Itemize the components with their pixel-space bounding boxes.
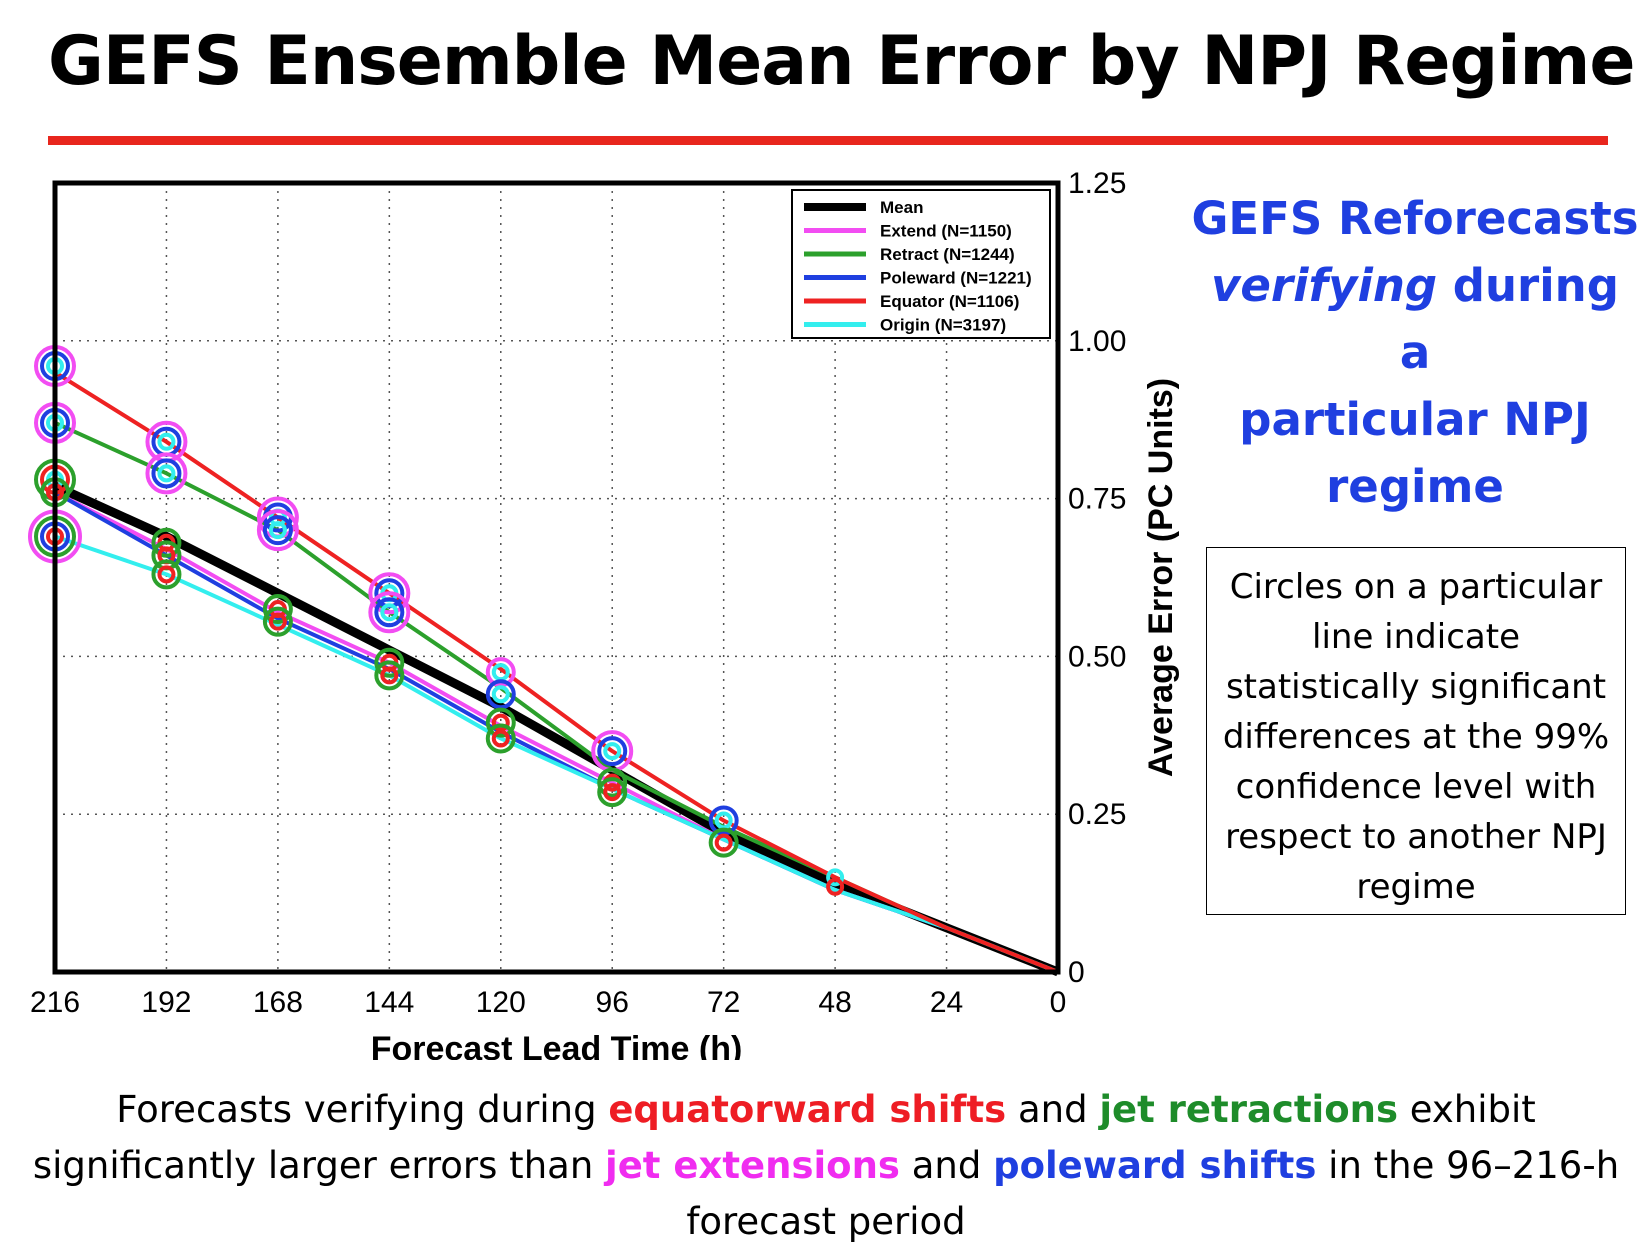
x-tick-label: 24 [930,986,963,1019]
x-tick-label: 48 [818,986,851,1019]
significance-circle [374,597,405,628]
side-heading-verifying: verifying [1211,259,1438,312]
y-tick-label: 1.00 [1068,325,1126,358]
significance-circle [380,666,399,685]
slide-title: GEFS Ensemble Mean Error by NPJ Regime [48,22,1635,101]
series-line-poleward [54,490,1059,974]
significance-circle [485,707,516,738]
significance-circle [368,572,411,615]
summary-part3: and [1006,1088,1100,1131]
y-tick-label: 0 [1068,956,1085,989]
significance-circle [714,833,733,852]
x-tick-label: 96 [596,986,629,1019]
x-tick-label: 168 [253,986,303,1019]
summary-equatorward: equatorward shifts [608,1088,1007,1131]
y-axis-label: Average Error (PC Units) [1142,378,1180,777]
side-heading-line2: verifying during a [1190,252,1640,386]
significance-circle [491,729,510,748]
significance-circle [157,464,176,483]
legend-label: Extend (N=1150) [880,222,1012,241]
significance-circle [485,679,516,710]
significance-circle [145,452,188,495]
significance-circle [262,515,293,546]
summary-poleward: poleward shifts [993,1144,1317,1187]
series-line-extend [54,490,1059,974]
x-tick-label: 120 [476,986,526,1019]
significance-circle [262,606,293,637]
significance-circle [256,509,299,552]
y-tick-label: 0.75 [1068,483,1126,516]
significance-circle [157,565,176,584]
legend-label: Retract (N=1244) [880,245,1015,264]
significance-circle [708,805,739,836]
side-heading-line2-rest: during a [1399,259,1619,379]
summary-extensions: jet extensions [605,1144,900,1187]
summary-part7: and [899,1144,994,1187]
legend-label: Poleward (N=1221) [880,269,1032,288]
legend-label: Mean [880,198,923,217]
series-line-origin [54,534,1059,974]
significance-circle [597,777,628,808]
y-tick-label: 0.50 [1068,640,1126,673]
legend-box [791,189,1051,339]
significance-circle [485,657,516,688]
summary-text: Forecasts verifying during equatorward s… [20,1082,1632,1250]
significance-circle [268,521,287,540]
significance-circle [380,603,399,622]
side-heading-line3: particular NPJ [1239,393,1591,446]
significance-circle [268,612,287,631]
significance-circle [374,647,405,678]
x-tick-label: 72 [707,986,740,1019]
summary-part5: exhibit significantly larger errors than [32,1088,1536,1187]
significance-circle [262,594,293,625]
significance-circle [714,811,733,830]
significance-circle [151,458,182,489]
x-axis-label: Forecast Lead Time (h) [371,1030,743,1060]
y-tick-label: 1.25 [1068,167,1126,200]
significance-circle [826,877,845,896]
significance-circle [603,783,622,802]
x-tick-label: 144 [364,986,414,1019]
significance-circle [368,591,411,634]
summary-part9: in the 96–216-h forecast period [686,1144,1620,1243]
plot-frame [52,180,1061,975]
side-heading-line1: GEFS Reforecasts [1191,192,1639,245]
significance-circle [374,660,405,691]
side-heading: GEFS Reforecasts verifying during a part… [1190,185,1640,520]
legend-label: Equator (N=1106) [880,292,1019,311]
significance-circle [157,432,176,451]
significance-circle [491,685,510,704]
error-chart: 216 192 168 144 120 96 72 48 24 0 1.25 1.00 0.75 0.50… [28,167,1180,1060]
legend-label: Origin (N=3197) [880,316,1006,335]
series-line-mean [53,481,1060,977]
significance-circle [597,767,628,798]
side-heading-line4: regime [1326,460,1504,513]
series-line-retract [54,421,1059,974]
significance-circle [485,723,516,754]
x-tick-label: 0 [1050,986,1067,1019]
significance-circle [151,527,182,558]
significance-circle [708,827,739,858]
summary-part1: Forecasts verifying during [116,1088,609,1131]
significance-circle [826,868,845,887]
series-line-equator [53,370,1059,974]
significance-circle [597,736,628,767]
x-tick-label: 216 [30,986,80,1019]
significance-circle [491,663,510,682]
significance-note-box: Circles on a particular line indicate st… [1206,547,1626,915]
y-tick-label: 0.25 [1068,798,1126,831]
summary-retractions: jet retractions [1099,1088,1399,1131]
significance-circle [603,742,622,761]
significance-circle [151,559,182,590]
title-rule [48,136,1608,145]
x-tick-label: 192 [141,986,191,1019]
